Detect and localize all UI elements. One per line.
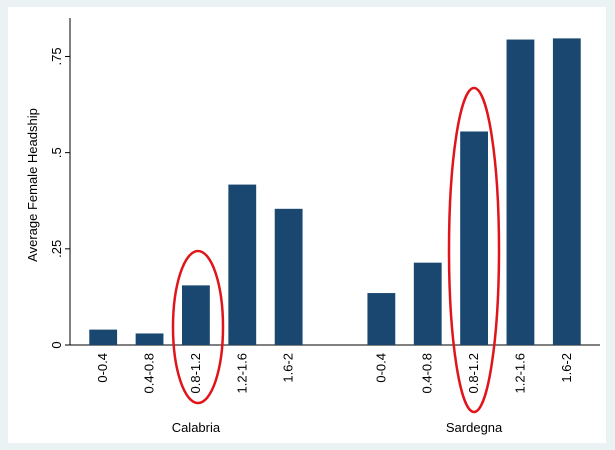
y-tick-label: 0 <box>49 341 64 348</box>
x-tick-label: 0.4-0.8 <box>142 353 157 393</box>
x-tick-label: 1.2-1.6 <box>512 353 527 393</box>
y-axis-label: Average Female Headship <box>25 108 40 262</box>
group-label: Sardegna <box>446 420 503 435</box>
x-tick-label: 0.4-0.8 <box>420 353 435 393</box>
bar <box>228 184 257 345</box>
plot: 0 .25 .5 .75 0-0.4 0.4-0.8 0.8-1.2 1.2-1.6 1.6-2… <box>49 18 600 435</box>
x-tick-label: 0.8-1.2 <box>466 353 481 393</box>
highlight-ellipse <box>171 249 225 405</box>
graph-region <box>8 7 606 443</box>
bar <box>135 333 164 345</box>
x-tick-label: 1.2-1.6 <box>234 353 249 393</box>
x-tick-label: 0-0.4 <box>373 353 388 383</box>
y-tick-label: .75 <box>49 47 64 65</box>
bar <box>552 38 581 346</box>
bar <box>367 293 396 345</box>
x-tick-label: 1.6-2 <box>281 353 296 383</box>
highlight-ellipse <box>447 86 501 414</box>
x-tick-label: 0.8-1.2 <box>188 353 203 393</box>
y-tick-label: .25 <box>49 240 64 258</box>
group-label: Calabria <box>172 420 221 435</box>
bar <box>182 285 210 345</box>
bar <box>274 208 303 345</box>
x-tick-label: 1.6-2 <box>559 353 574 383</box>
bar <box>89 329 118 345</box>
bar <box>506 39 535 346</box>
bar <box>413 262 442 345</box>
bar <box>460 131 488 345</box>
x-tick-label: 0-0.4 <box>95 353 110 383</box>
y-tick-label: .5 <box>49 147 64 158</box>
